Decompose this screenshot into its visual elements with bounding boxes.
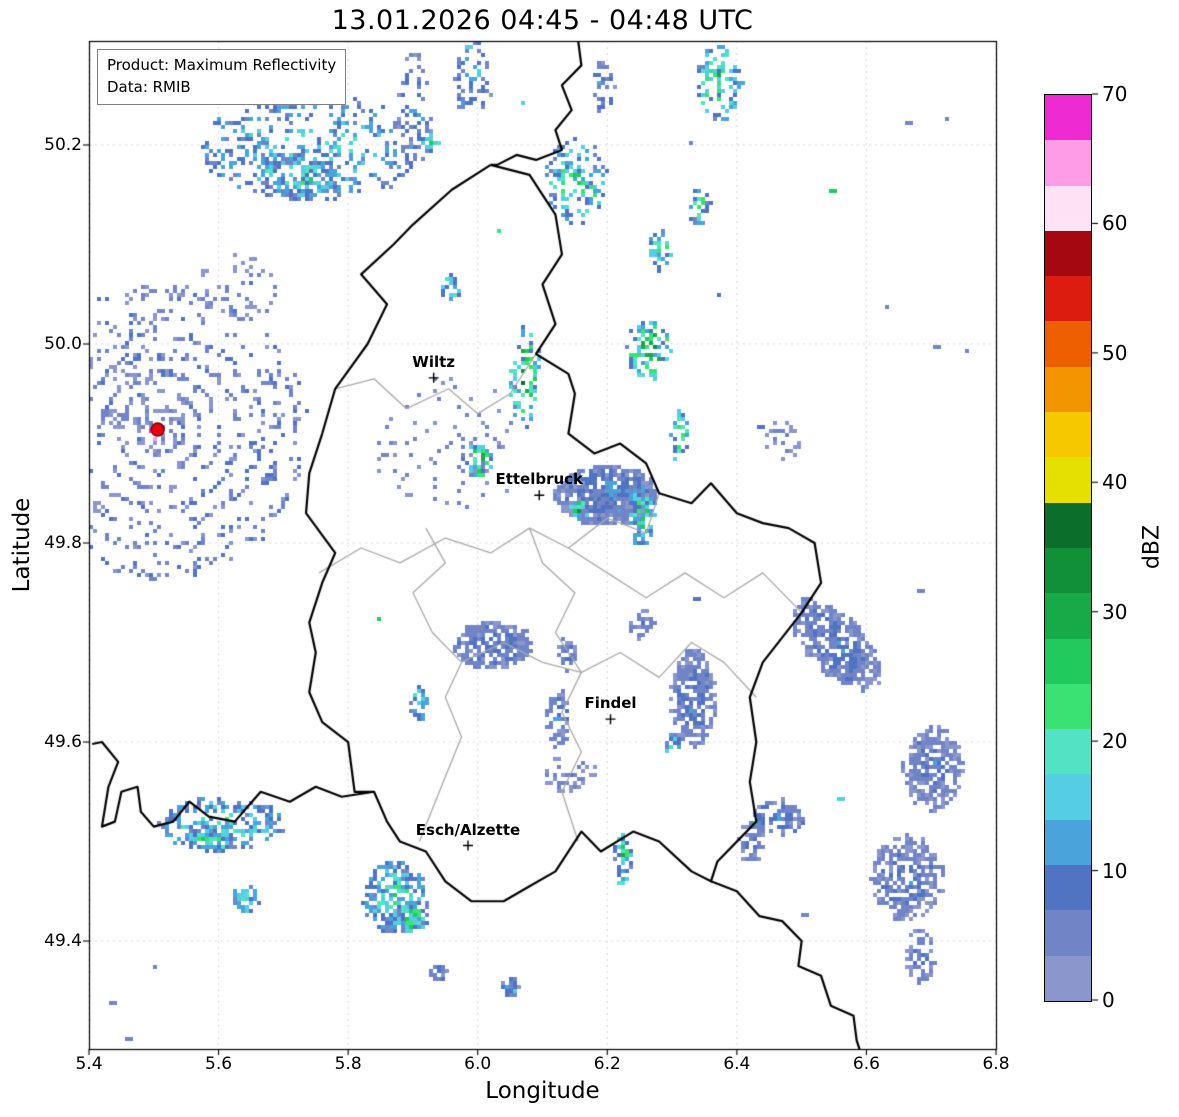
x-tick-label: 6.4 bbox=[723, 1054, 751, 1074]
colorbar-segment bbox=[1045, 185, 1091, 231]
colorbar-tick-label: 0 bbox=[1102, 988, 1115, 1012]
colorbar-segment bbox=[1045, 366, 1091, 413]
colorbar-segment bbox=[1045, 502, 1091, 548]
x-tick-label: 5.4 bbox=[75, 1054, 103, 1074]
y-tick-label: 49.6 bbox=[44, 732, 82, 753]
colorbar-tick-label: 30 bbox=[1102, 599, 1128, 624]
colorbar-tick-label: 50 bbox=[1102, 340, 1128, 365]
x-tick-label: 6.6 bbox=[852, 1054, 880, 1074]
colorbar-segment bbox=[1045, 547, 1091, 594]
colorbar-tick-label: 20 bbox=[1102, 729, 1128, 754]
colorbar-segment bbox=[1045, 593, 1091, 639]
product-line: Product: Maximum Reflectivity bbox=[107, 56, 337, 74]
colorbar-segment bbox=[1045, 95, 1091, 141]
city-label-ettelbruck: Ettelbruck bbox=[495, 470, 584, 489]
x-tick-label: 6.2 bbox=[593, 1054, 621, 1074]
colorbar-tick-label: 40 bbox=[1102, 470, 1128, 495]
y-tick-label: 50.0 bbox=[44, 333, 82, 354]
y-tick-label: 49.8 bbox=[44, 533, 82, 553]
x-tick-label: 6.8 bbox=[982, 1054, 1010, 1074]
colorbar-segment bbox=[1045, 412, 1091, 458]
colorbar-segment bbox=[1045, 683, 1091, 730]
colorbar-segment bbox=[1045, 457, 1091, 503]
x-tick-label: 5.8 bbox=[334, 1054, 362, 1074]
colorbar-segment bbox=[1045, 230, 1091, 277]
city-label-esch-alzette: Esch/Alzette bbox=[415, 820, 521, 839]
colorbar-tick-label: 60 bbox=[1102, 211, 1128, 236]
y-tick-label: 49.4 bbox=[44, 931, 82, 952]
colorbar-segment bbox=[1045, 865, 1091, 911]
colorbar-segment bbox=[1045, 819, 1091, 866]
product-info-box: Product: Maximum Reflectivity Data: RMIB bbox=[97, 49, 347, 105]
colorbar-segment bbox=[1045, 140, 1091, 186]
x-tick-label: 5.6 bbox=[205, 1054, 233, 1074]
colorbar-tick-label: 10 bbox=[1102, 858, 1128, 883]
plot-title: 13.01.2026 04:45 - 04:48 UTC bbox=[331, 5, 754, 36]
colorbar-segment bbox=[1045, 955, 1091, 1001]
data-source-line: Data: RMIB bbox=[107, 77, 191, 96]
colorbar-segment bbox=[1045, 729, 1091, 775]
city-label-wiltz: Wiltz bbox=[412, 352, 456, 371]
colorbar-segment bbox=[1045, 276, 1091, 322]
colorbar-segment bbox=[1045, 321, 1091, 367]
colorbar-segment bbox=[1045, 774, 1091, 820]
y-axis-label: Latitude bbox=[9, 497, 35, 593]
colorbar-label: dBZ bbox=[1139, 524, 1165, 570]
colorbar bbox=[1044, 94, 1092, 1002]
colorbar-segment bbox=[1045, 638, 1091, 684]
colorbar-tick-label: 70 bbox=[1102, 82, 1128, 106]
colorbar-segment bbox=[1045, 910, 1091, 956]
city-label-findel: Findel bbox=[584, 694, 637, 713]
x-tick-label: 6.0 bbox=[464, 1054, 492, 1074]
y-tick-label: 50.2 bbox=[44, 134, 82, 155]
x-axis-label: Longitude bbox=[485, 1078, 600, 1104]
